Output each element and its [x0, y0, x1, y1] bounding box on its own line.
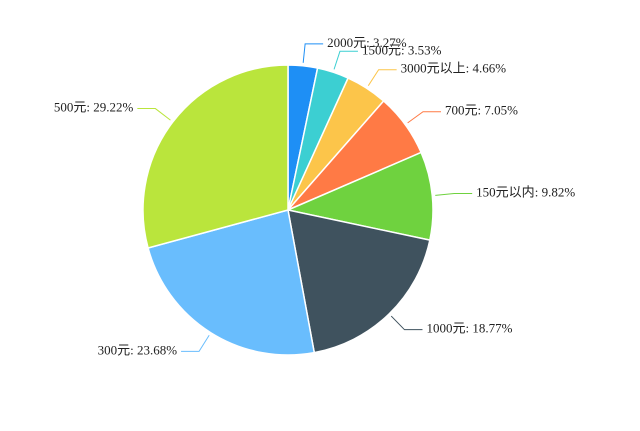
category-name: 700元	[445, 103, 478, 118]
slice-label: 3000元以上: 4.66%	[401, 61, 507, 76]
leader-line	[390, 315, 423, 331]
pie-slice	[287, 209, 431, 354]
value-label: 18.77%	[472, 321, 512, 336]
value-label: 9.82%	[542, 184, 576, 199]
pie-slice	[142, 64, 289, 249]
separator: :	[130, 342, 137, 357]
slice-label: 2000元: 3.27%	[327, 35, 407, 50]
value-label: 23.68%	[137, 342, 177, 357]
separator: :	[366, 35, 373, 50]
value-label: 4.66%	[473, 61, 507, 76]
separator: :	[465, 321, 472, 336]
leader-line	[435, 192, 473, 196]
slice-label: 700元: 7.05%	[445, 103, 518, 118]
value-label: 7.05%	[484, 103, 518, 118]
separator: :	[535, 184, 542, 199]
slice-label: 1500元: 3.53%	[362, 42, 442, 57]
category-name: 1500元	[362, 42, 401, 57]
separator: :	[466, 61, 473, 76]
leader-line	[302, 43, 324, 63]
separator: :	[86, 100, 93, 115]
slice-label: 300元: 23.68%	[98, 342, 178, 357]
leader-line	[333, 50, 358, 70]
slice-label: 500元: 29.22%	[54, 100, 134, 115]
value-label: 29.22%	[93, 100, 133, 115]
separator: :	[401, 42, 408, 57]
category-name: 300元	[98, 342, 131, 357]
category-name: 1000元	[426, 321, 465, 336]
category-name: 150元以内	[476, 184, 535, 199]
leader-line	[137, 108, 171, 121]
value-label: 3.53%	[408, 42, 442, 57]
pie-slice	[147, 209, 316, 356]
value-label: 3.27%	[373, 35, 407, 50]
slice-label: 1000元: 18.77%	[426, 321, 512, 336]
category-name: 500元	[54, 100, 87, 115]
separator: :	[478, 103, 485, 118]
category-name: 2000元	[327, 35, 366, 50]
pie-slice	[285, 151, 434, 242]
slice-label: 150元以内: 9.82%	[476, 184, 575, 199]
leader-line	[367, 69, 397, 86]
leader-line	[181, 334, 210, 352]
category-name: 3000元以上	[401, 61, 466, 76]
leader-line	[407, 111, 442, 124]
